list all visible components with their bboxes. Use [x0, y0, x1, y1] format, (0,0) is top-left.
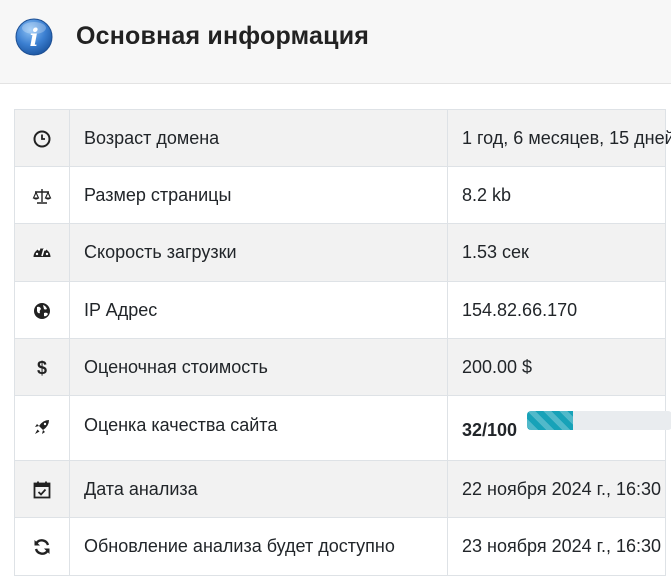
svg-text:$: $ — [37, 358, 47, 378]
page-header: i Основная информация — [0, 0, 671, 84]
clock-icon — [33, 130, 51, 148]
quality-score: 32/100 — [462, 419, 518, 440]
balance-scale-icon — [32, 188, 52, 204]
rocket-icon — [35, 420, 49, 435]
table-row: Возраст домена 1 год, 6 месяцев, 15 дней — [14, 109, 671, 167]
row-value: 154.82.66.170 — [447, 281, 666, 339]
speedometer-icon — [33, 248, 51, 258]
svg-text:i: i — [29, 23, 38, 52]
quality-progress-fill — [527, 411, 574, 430]
refresh-icon — [34, 539, 50, 555]
table-row: $ Оценочная стоимость 200.00 $ — [14, 338, 666, 396]
row-label: Скорость загрузки — [69, 223, 448, 282]
row-label: Оценочная стоимость — [69, 338, 448, 396]
table-row: Дата анализа 22 ноября 2024 г., 16:30 — [14, 460, 666, 518]
table-row: Обновление анализа будет доступно 23 ноя… — [14, 517, 666, 576]
table-row: Скорость загрузки 1.53 сек — [14, 223, 666, 282]
row-value: 200.00 $ — [447, 338, 666, 396]
row-label: Дата анализа — [69, 460, 448, 518]
table-row: Оценка качества сайта 32/100 — [14, 395, 671, 461]
row-value: 1 год, 6 месяцев, 15 дней — [447, 109, 671, 167]
info-icon: i — [15, 18, 53, 56]
page-title: Основная информация — [76, 22, 370, 50]
table-row: Размер страницы 8.2 kb — [14, 166, 666, 224]
globe-icon — [34, 302, 50, 319]
row-label: Оценка качества сайта — [69, 395, 448, 461]
row-label: Размер страницы — [69, 166, 448, 224]
calendar-check-icon — [33, 481, 51, 499]
info-table: Возраст домена 1 год, 6 месяцев, 15 дней… — [14, 109, 671, 576]
row-label: IP Адрес — [69, 281, 448, 339]
row-label: Возраст домена — [69, 109, 448, 167]
dollar-icon: $ — [37, 358, 47, 378]
row-value: 23 ноября 2024 г., 16:30 — [447, 517, 666, 576]
row-label: Обновление анализа будет доступно — [69, 517, 448, 576]
row-value: 1.53 сек — [447, 223, 666, 282]
quality-progress-bar — [527, 411, 671, 430]
table-row: IP Адрес 154.82.66.170 — [14, 281, 666, 339]
row-value: 22 ноября 2024 г., 16:30 — [447, 460, 666, 518]
row-value: 8.2 kb — [447, 166, 666, 224]
